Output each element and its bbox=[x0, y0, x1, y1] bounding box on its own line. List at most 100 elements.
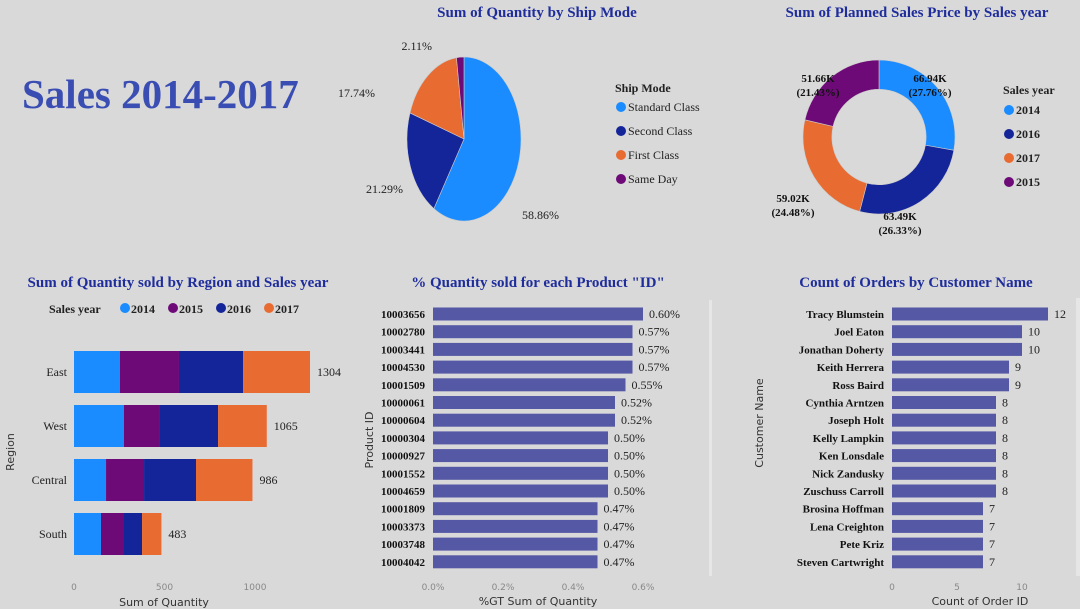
x-tick: 0 bbox=[889, 583, 895, 593]
legend-marker bbox=[168, 303, 178, 313]
bar-segment-east-2015[interactable] bbox=[119, 351, 179, 393]
bar-segment-south-2015[interactable] bbox=[100, 513, 124, 555]
bar[interactable] bbox=[892, 342, 1022, 356]
data-label: 8 bbox=[1002, 449, 1008, 463]
bar[interactable] bbox=[433, 449, 608, 463]
bar[interactable] bbox=[433, 466, 608, 480]
legend-item: 2016 bbox=[227, 302, 251, 316]
pie-slice-standard-class[interactable] bbox=[433, 56, 522, 222]
x-tick: 0.0% bbox=[422, 583, 445, 593]
category-label: 10003373 bbox=[381, 521, 426, 533]
bar[interactable] bbox=[433, 378, 626, 392]
data-label: 8 bbox=[1002, 396, 1008, 410]
total-label: 1065 bbox=[274, 419, 298, 433]
data-label: 0.47% bbox=[604, 555, 635, 569]
category-label: Jonathan Doherty bbox=[799, 344, 885, 356]
bar-segment-west-2016[interactable] bbox=[159, 405, 219, 447]
bar[interactable] bbox=[433, 502, 598, 516]
data-label: 8 bbox=[1002, 484, 1008, 498]
total-label: 483 bbox=[168, 527, 186, 541]
chart-title: Sum of Planned Sales Price by Sales year bbox=[786, 5, 1049, 21]
bar-segment-east-2016[interactable] bbox=[178, 351, 244, 393]
x-axis-label: Count of Order ID bbox=[932, 595, 1029, 608]
data-label: 0.52% bbox=[621, 396, 652, 410]
bar-segment-south-2014[interactable] bbox=[74, 513, 101, 555]
data-label: 59.02K bbox=[776, 193, 810, 205]
bar[interactable] bbox=[892, 360, 1009, 374]
data-label: 7 bbox=[989, 537, 995, 551]
bar-segment-central-2016[interactable] bbox=[144, 459, 196, 501]
bar-segment-east-2014[interactable] bbox=[74, 351, 120, 393]
bar[interactable] bbox=[892, 325, 1022, 339]
bar[interactable] bbox=[433, 342, 633, 356]
legend-title: Ship Mode bbox=[615, 81, 671, 95]
bar[interactable] bbox=[433, 537, 598, 551]
scrollbar[interactable] bbox=[1076, 298, 1080, 576]
bar[interactable] bbox=[892, 396, 996, 409]
scrollbar[interactable] bbox=[709, 300, 712, 576]
bar[interactable] bbox=[892, 431, 996, 445]
legend-item: Standard Class bbox=[628, 100, 700, 114]
data-label: 0.50% bbox=[614, 449, 645, 463]
data-label: 0.50% bbox=[614, 466, 645, 480]
pie-slice-2015[interactable] bbox=[804, 59, 880, 127]
x-tick: 1000 bbox=[244, 583, 267, 593]
bar[interactable] bbox=[433, 484, 608, 498]
bar-segment-central-2015[interactable] bbox=[106, 459, 145, 501]
category-label: Joel Eaton bbox=[834, 327, 884, 339]
bar[interactable] bbox=[892, 449, 996, 463]
legend-item: 2015 bbox=[1016, 175, 1040, 189]
legend-item: Same Day bbox=[628, 172, 678, 186]
bar[interactable] bbox=[892, 466, 996, 480]
category-label: 10000304 bbox=[381, 433, 426, 445]
bar-segment-west-2017[interactable] bbox=[218, 405, 267, 447]
category-label: 10000604 bbox=[381, 415, 426, 427]
data-label: 8 bbox=[1002, 413, 1008, 427]
legend-marker bbox=[616, 150, 626, 160]
bar-segment-south-2016[interactable] bbox=[123, 513, 143, 555]
data-label: 0.57% bbox=[639, 360, 670, 374]
pie-slice-first-class[interactable] bbox=[409, 57, 465, 140]
bar[interactable] bbox=[892, 537, 983, 551]
bar[interactable] bbox=[433, 519, 598, 533]
legend-marker bbox=[616, 174, 626, 184]
bar[interactable] bbox=[433, 307, 643, 321]
bar-segment-west-2015[interactable] bbox=[123, 405, 160, 447]
category-label: 10003656 bbox=[381, 309, 426, 321]
bar[interactable] bbox=[433, 431, 608, 445]
category-label: Keith Herrera bbox=[817, 362, 885, 374]
pie-slice-same-day[interactable] bbox=[456, 56, 465, 140]
bar-segment-east-2017[interactable] bbox=[243, 351, 311, 393]
bar[interactable] bbox=[892, 307, 1048, 321]
data-label: 0.50% bbox=[614, 431, 645, 445]
bar-segment-west-2014[interactable] bbox=[74, 405, 124, 447]
category-label: 10001552 bbox=[381, 468, 426, 480]
bar[interactable] bbox=[433, 555, 598, 569]
bar[interactable] bbox=[433, 396, 615, 409]
pie-slice-2017[interactable] bbox=[802, 119, 868, 212]
bar[interactable] bbox=[892, 519, 983, 533]
data-label: 12 bbox=[1054, 307, 1066, 321]
data-label: 0.52% bbox=[621, 413, 652, 427]
bar[interactable] bbox=[433, 360, 633, 374]
bar-segment-central-2017[interactable] bbox=[195, 459, 253, 501]
legend-marker bbox=[120, 303, 130, 313]
bar[interactable] bbox=[892, 484, 996, 498]
legend-item: 2017 bbox=[275, 302, 299, 316]
bar-segment-central-2014[interactable] bbox=[74, 459, 107, 501]
bar-segment-south-2017[interactable] bbox=[142, 513, 162, 555]
bar[interactable] bbox=[892, 555, 983, 569]
bar[interactable] bbox=[892, 502, 983, 516]
bar[interactable] bbox=[433, 413, 615, 427]
category-label: 10003748 bbox=[381, 539, 426, 551]
category-label: 10002780 bbox=[381, 327, 426, 339]
pie-slice-second-class[interactable] bbox=[406, 112, 465, 210]
bar[interactable] bbox=[433, 325, 633, 339]
legend-marker bbox=[1004, 129, 1014, 139]
pie-slice-2016[interactable] bbox=[859, 144, 955, 215]
data-label: 58.86% bbox=[522, 208, 559, 222]
bar[interactable] bbox=[892, 378, 1009, 392]
y-axis-label: Product ID bbox=[363, 412, 376, 469]
bar[interactable] bbox=[892, 413, 996, 427]
data-label: 9 bbox=[1015, 378, 1021, 392]
